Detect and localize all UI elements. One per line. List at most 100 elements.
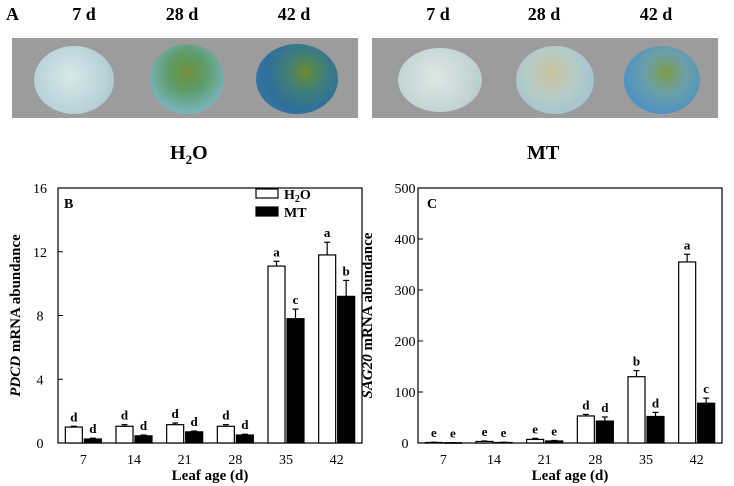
x-axis-label: Leaf age (d): [532, 468, 609, 484]
x-tick-label: 35: [279, 453, 293, 468]
significance-letter: a: [684, 237, 691, 252]
significance-letter: d: [121, 408, 129, 423]
plot-frame-b: [57, 187, 363, 444]
significance-letter: d: [652, 395, 660, 410]
leaf-disc-mt-42d: [624, 46, 700, 114]
h2o-label-sub: 2: [185, 152, 193, 167]
mt-day-label-1: 7 d: [426, 4, 450, 24]
h2o-leaf-photo: [12, 38, 358, 118]
mt-bar: [83, 438, 102, 444]
h2o-bar: [475, 440, 494, 444]
mt-treatment-label: MT: [527, 142, 560, 164]
h2o-bar: [166, 424, 185, 444]
legend-label-main: MT: [284, 206, 307, 221]
significance-letter: b: [633, 354, 640, 369]
mt-bar: [595, 420, 614, 444]
legend-swatch: [255, 206, 279, 217]
leaf-disc-h2o-42d: [256, 44, 338, 114]
significance-letter: e: [431, 425, 437, 440]
significance-letter: a: [273, 244, 280, 259]
h2o-bar: [526, 438, 545, 444]
y-tick-label: 8: [37, 310, 44, 325]
significance-letter: d: [89, 421, 97, 436]
x-tick-label: 28: [588, 453, 602, 468]
x-tick-label: 14: [487, 453, 501, 468]
mt-bar: [235, 434, 254, 444]
x-tick-label: 28: [228, 453, 242, 468]
h2o-bar: [576, 415, 595, 444]
legend-swatch: [255, 188, 279, 199]
y-tick-label: 200: [395, 335, 416, 350]
legend-label: MT: [284, 206, 307, 221]
significance-letter: e: [450, 426, 456, 441]
significance-letter: d: [222, 408, 230, 423]
x-tick-label: 35: [639, 453, 653, 468]
mt-bar: [134, 435, 153, 444]
legend-label-sub: 2: [295, 194, 300, 205]
legend-label-tail: O: [300, 188, 311, 203]
h2o-label-tail: O: [192, 142, 208, 164]
y-tick-label: 0: [402, 437, 409, 452]
y-tick-label: 400: [395, 233, 416, 248]
h2o-day-label-1: 7 d: [72, 4, 96, 24]
h2o-label-main: H: [170, 142, 186, 164]
panel-a-letter: A: [6, 4, 19, 24]
significance-letter: e: [482, 424, 488, 439]
y-tick-label: 300: [395, 284, 416, 299]
y-axis-label: PDCD mRNA abundance: [8, 234, 24, 397]
significance-letter: d: [70, 409, 78, 424]
x-tick-label: 14: [127, 453, 141, 468]
y-axis-label-rest: mRNA abundance: [8, 234, 24, 356]
h2o-bar: [115, 425, 134, 444]
mt-bar: [646, 415, 665, 444]
y-tick-label: 4: [37, 373, 44, 388]
leaf-disc-mt-7d: [398, 48, 482, 112]
y-axis-label-gene: PDCD: [8, 356, 24, 397]
significance-letter: d: [241, 417, 249, 432]
x-tick-label: 7: [80, 453, 87, 468]
x-tick-label: 7: [440, 453, 447, 468]
h2o-bar: [216, 425, 235, 444]
x-axis-label: Leaf age (d): [172, 468, 249, 484]
significance-letter: c: [703, 381, 709, 396]
mt-leaf-photo: [372, 38, 718, 118]
mt-bar: [185, 431, 204, 444]
x-tick-label: 21: [178, 453, 192, 468]
h2o-day-label-2: 28 d: [165, 4, 199, 24]
mt-bar: [545, 440, 564, 444]
y-axis-label: SAG20 mRNA abundance: [360, 232, 376, 398]
x-tick-label: 21: [538, 453, 552, 468]
panel-letter-b: B: [64, 197, 73, 212]
legend-label-main: H: [284, 188, 295, 203]
y-tick-label: 12: [33, 246, 47, 261]
significance-letter: c: [293, 292, 299, 307]
significance-letter: d: [601, 400, 609, 415]
significance-letter: b: [343, 263, 350, 278]
h2o-bar: [318, 254, 337, 444]
significance-letter: a: [324, 225, 331, 240]
h2o-treatment-label: H2O: [170, 142, 208, 168]
h2o-bar: [627, 376, 646, 444]
panel-letter-c: C: [427, 197, 437, 212]
mt-day-label-2: 28 d: [527, 4, 561, 24]
leaf-disc-mt-28d: [516, 46, 594, 114]
leaf-disc-h2o-28d: [150, 44, 224, 114]
y-axis-label-gene: SAG20: [360, 354, 376, 399]
plot-frame-c: [417, 187, 723, 444]
mt-bar: [337, 295, 356, 444]
significance-letter: e: [551, 423, 557, 438]
h2o-bar: [267, 265, 286, 444]
h2o-bar: [678, 261, 697, 444]
y-tick-label: 0: [37, 437, 44, 452]
h2o-day-label-3: 42 d: [277, 4, 311, 24]
y-axis-label-rest: mRNA abundance: [360, 232, 376, 354]
leaf-disc-h2o-7d: [34, 46, 114, 114]
x-tick-label: 42: [690, 453, 704, 468]
x-tick-label: 42: [330, 453, 344, 468]
y-tick-label: 16: [33, 182, 47, 197]
significance-letter: d: [582, 397, 590, 412]
significance-letter: d: [191, 414, 199, 429]
significance-letter: d: [172, 406, 180, 421]
y-tick-label: 500: [395, 182, 416, 197]
